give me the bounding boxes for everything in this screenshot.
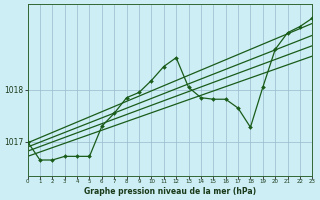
X-axis label: Graphe pression niveau de la mer (hPa): Graphe pression niveau de la mer (hPa) (84, 187, 256, 196)
